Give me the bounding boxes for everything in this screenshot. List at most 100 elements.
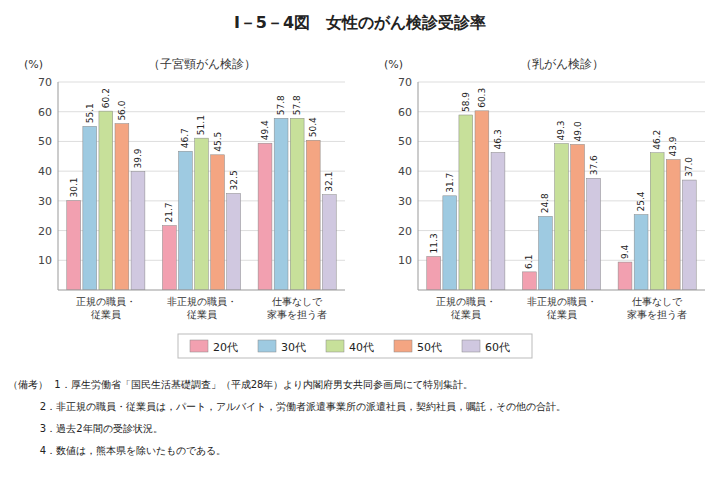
y-tick-label: 20 <box>38 225 52 238</box>
legend-swatch <box>326 340 344 352</box>
y-axis-line <box>418 82 419 290</box>
data-label: 46.2 <box>652 130 662 150</box>
data-label: 31.7 <box>445 173 455 193</box>
data-label: 49.4 <box>260 120 270 140</box>
data-label: 60.2 <box>101 88 111 108</box>
bar: 30代 <box>274 118 288 290</box>
bars: 20代20代20代30代30代30代40代40代40代50代50代50代60代6… <box>67 111 336 290</box>
y-tick-label: 20 <box>398 225 412 238</box>
y-tick-label: 60 <box>38 106 52 119</box>
bar: 20代 <box>258 143 272 290</box>
bar: 40代 <box>290 118 304 290</box>
bar: 20代 <box>618 262 632 290</box>
bar: 50代 <box>211 155 225 290</box>
bar: 20代 <box>67 201 81 290</box>
data-label: 45.5 <box>213 132 223 152</box>
data-label: 46.7 <box>180 128 190 148</box>
chart-root: I－5－4図 女性のがん検診受診率（子宮頸がん検診）(%)10203040506… <box>0 0 720 479</box>
y-tick-label: 60 <box>398 106 412 119</box>
y-tick-label: 50 <box>398 135 412 148</box>
bar: 50代 <box>666 160 680 290</box>
data-labels: 11.36.19.431.724.825.458.949.346.260.349… <box>429 88 695 269</box>
bar: 60代 <box>227 193 241 290</box>
data-labels: 30.1 21.7 49.4 55.1 46.7 57.8 60.2 51.1 57.8 56.0… <box>69 88 335 222</box>
x-tick-label: 正規の職員・従業員 <box>76 296 136 320</box>
bar: 50代 <box>571 144 585 290</box>
data-label: 58.9 <box>461 92 471 112</box>
bar: 20代 <box>522 272 536 290</box>
bar: 20代 <box>427 256 441 290</box>
x-axis-line <box>58 290 345 291</box>
bar: 40代 <box>99 111 113 290</box>
y-axis-line <box>58 82 59 290</box>
y-tick-label: 10 <box>398 254 412 267</box>
data-label: 9.4 <box>620 244 630 259</box>
y-tick-label: 50 <box>38 135 52 148</box>
bar: 60代 <box>322 195 336 290</box>
y-tick-label: 30 <box>398 195 412 208</box>
data-label: 30.1 <box>69 178 79 198</box>
legend-swatch <box>258 340 276 352</box>
data-label: 50.4 <box>308 117 318 137</box>
y-axis-label: (%) <box>384 58 403 71</box>
data-label: 49.0 <box>573 121 583 141</box>
x-tick-label: 正規の職員・従業員 <box>436 296 496 320</box>
bar: 30代 <box>634 215 648 290</box>
y-tick-label: 30 <box>38 195 52 208</box>
bar: 30代 <box>539 216 553 290</box>
chart-title: I－5－4図 女性のがん検診受診率 <box>234 13 486 32</box>
subtitle: （乳がん検診） <box>520 57 604 71</box>
data-label: 57.8 <box>292 95 302 115</box>
x-tick-label: 非正規の職員・従業員 <box>167 296 237 320</box>
bars: 20代20代20代30代30代30代40代40代40代50代50代50代60代6… <box>427 111 696 290</box>
bar: 50代 <box>306 140 320 290</box>
x-tick-label: 仕事なしで家事を担う者 <box>267 296 327 320</box>
grid-line <box>418 82 705 83</box>
note: 3．過去2年間の受診状況。 <box>8 423 163 434</box>
legend-entry: 40代 <box>349 341 374 354</box>
data-label: 43.9 <box>668 136 678 156</box>
y-tick-label: 70 <box>398 76 412 89</box>
data-label: 39.9 <box>133 148 143 168</box>
legend-box <box>178 334 532 358</box>
bar: 40代 <box>650 153 664 290</box>
bar: 40代 <box>555 144 569 290</box>
data-label: 46.3 <box>493 129 503 149</box>
data-label: 11.3 <box>429 233 439 253</box>
data-label: 51.1 <box>197 115 207 135</box>
bar: 30代 <box>443 196 457 290</box>
data-label: 60.3 <box>477 88 487 108</box>
data-label: 6.1 <box>524 255 534 269</box>
y-tick-label: 10 <box>38 254 52 267</box>
subtitle: （子宮頸がん検診） <box>148 57 256 71</box>
bar: 30代 <box>83 126 97 290</box>
data-label: 57.8 <box>276 95 286 115</box>
data-label: 32.5 <box>229 170 239 190</box>
data-label: 37.6 <box>589 155 599 175</box>
bar: 60代 <box>491 152 505 290</box>
data-label: 25.4 <box>636 191 646 211</box>
plot: （子宮頸がん検診）(%)1020304050607020代20代20代30代30… <box>24 57 345 320</box>
data-label: 21.7 <box>164 202 174 222</box>
legend-entry: 30代 <box>281 341 306 354</box>
note: 2．非正規の職員・従業員は，パート，アルバイト，労働者派遣事業所の派遣社員，契約… <box>8 401 566 412</box>
y-axis-label: (%) <box>24 58 43 71</box>
bar: 60代 <box>131 171 145 290</box>
bar: 50代 <box>115 124 129 290</box>
data-label: 56.0 <box>117 100 127 120</box>
legend: 20代30代40代50代60代 <box>178 334 532 358</box>
bar: 60代 <box>682 180 696 290</box>
x-tick-label: 仕事なしで家事を担う者 <box>627 296 687 320</box>
note: （備考） 1．厚生労働省「国民生活基礎調査」（平成28年）より内閣府男女共同参画… <box>8 379 473 390</box>
grid-line <box>58 82 345 83</box>
plot: （乳がん検診）(%)1020304050607020代20代20代30代30代3… <box>384 57 705 320</box>
data-label: 55.1 <box>85 103 95 123</box>
y-tick-label: 70 <box>38 76 52 89</box>
legend-swatch <box>462 340 480 352</box>
legend-swatch <box>394 340 412 352</box>
data-label: 24.8 <box>540 193 550 213</box>
legend-entry: 50代 <box>417 341 442 354</box>
bar: 50代 <box>475 111 489 290</box>
x-tick-label: 非正規の職員・従業員 <box>527 296 597 320</box>
note: 4．数値は，熊本県を除いたものである。 <box>8 445 226 456</box>
